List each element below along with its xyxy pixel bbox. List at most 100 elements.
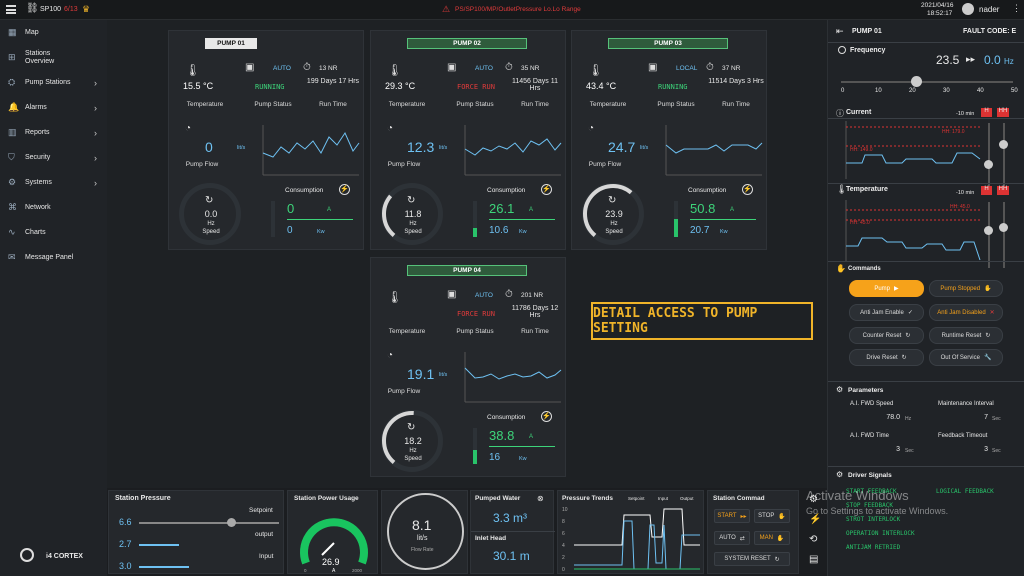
sidebar-item-map[interactable]: ▦ Map (0, 20, 107, 45)
pump-stopped-button[interactable]: Pump Stopped ✋ (929, 280, 1003, 297)
pump-card[interactable]: PUMP 03 🌡 43.4 °C Temperature ▣ LOCAL RU… (571, 30, 767, 250)
setpoint-slider[interactable] (139, 522, 279, 524)
pump-title[interactable]: PUMP 02 (407, 38, 527, 49)
current-slider-hh[interactable] (1003, 123, 1005, 189)
refresh-icon: ↻ (407, 422, 416, 433)
pressure-trends-chart: 10 8 6 4 2 0 (562, 507, 700, 573)
consumption-bar (473, 428, 477, 464)
username[interactable]: nader (979, 5, 1000, 14)
temp-slider-hh-handle[interactable] (999, 223, 1008, 232)
drive-reset-button[interactable]: Drive Reset ↻ (849, 349, 924, 366)
consumption-power-unit: Kw (519, 456, 527, 462)
runtime-value: 11456 Days 11 Hrs (511, 78, 559, 92)
sidebar-item-pump-stations[interactable]: ⛭ Pump Stations › (0, 70, 107, 95)
anti-jam-enable-button[interactable]: Anti Jam Enable ✓ (849, 304, 924, 321)
current-window: -10 min (956, 111, 975, 117)
sidebar-item-network[interactable]: ⌘ Network (0, 195, 107, 220)
consumption-divider (489, 446, 555, 447)
sidebar-item-label: Network (25, 203, 51, 211)
temp-hh-label: HH: 45.0 (950, 204, 970, 210)
sidebar-item-charts[interactable]: ∿ Charts (0, 220, 107, 245)
start-button[interactable]: START ▸▸ (714, 509, 750, 523)
setpoint-slider-handle[interactable] (227, 518, 236, 527)
frequency-tick: 20 (909, 88, 916, 94)
frequency-unit: Hz (1004, 57, 1014, 66)
consumption-power: 20.7 (690, 225, 710, 236)
fault-code: FAULT CODE: E (963, 28, 1017, 35)
pump-card[interactable]: PUMP 01 🌡 15.5 °C Temperature ▣ AUTO RUN… (168, 30, 364, 250)
run-time-label: Run Time (319, 101, 347, 108)
sidebar-item-systems[interactable]: ⚙ Systems › (0, 170, 107, 195)
log-icon[interactable]: ▤ (809, 554, 819, 565)
app-name[interactable]: SP100 (40, 6, 62, 13)
param-fwd-speed-value[interactable]: 78.0 (886, 414, 900, 421)
driver-signal: STROT INTERLOCK (846, 516, 901, 523)
menu-icon[interactable] (6, 5, 16, 14)
chevron-right-icon: › (94, 152, 97, 163)
param-maint-value[interactable]: 7 (984, 414, 988, 421)
sidebar-item-security[interactable]: ⛉ Security › (0, 145, 107, 170)
sidebar-item-label: Pump Stations (25, 78, 71, 86)
param-fwd-speed-label: A.I. FWD Speed (850, 401, 894, 407)
alarm-path[interactable]: PS/SP100/MP/OutletPressure Lo.Lo Range (455, 6, 581, 13)
current-h-label: HH: 149.0 (850, 147, 873, 153)
anti-jam-disabled-button[interactable]: Anti Jam Disabled ✕ (929, 304, 1003, 321)
runtime-value: 11786 Days 12 Hrs (511, 305, 559, 319)
pump-card[interactable]: PUMP 04 🌡 Temperature ▣ AUTO FORCE RUN P… (370, 257, 566, 477)
drive-icon: ▣ (447, 289, 457, 300)
out-of-service-button[interactable]: Out Of Service 🔧 (929, 349, 1003, 366)
consumption-label: Consumption (487, 414, 526, 421)
current-h-button[interactable]: H (981, 108, 992, 117)
pump-card[interactable]: PUMP 02 🌡 29.3 °C Temperature ▣ AUTO FOR… (370, 30, 566, 250)
system-reset-button[interactable]: SYSTEM RESET ↻ (714, 552, 790, 566)
stop-button[interactable]: STOP ✋ (754, 509, 790, 523)
auto-label: AUTO (719, 535, 736, 541)
counter-reset-button[interactable]: Counter Reset ↻ (849, 327, 924, 344)
system-reset-label: SYSTEM RESET (724, 556, 771, 562)
manual-button[interactable]: MAN ✋ (754, 531, 790, 545)
pump-title[interactable]: PUMP 01 (205, 38, 257, 49)
current-slider-h-handle[interactable] (984, 160, 993, 169)
user-icon[interactable] (962, 3, 974, 15)
power-icon[interactable]: ⚡ (809, 514, 822, 525)
logo-text: i4 CORTEX (46, 553, 83, 560)
frequency-tick: 10 (875, 88, 882, 94)
pump-title[interactable]: PUMP 04 (407, 265, 527, 276)
power-icon: ⚡ (742, 184, 753, 195)
sidebar-item-message-panel[interactable]: ✉ Message Panel (0, 245, 107, 270)
run-time-label: Run Time (521, 101, 549, 108)
speed-unit: Hz (409, 448, 417, 454)
temp-slider-hh[interactable] (1003, 202, 1005, 268)
temp-slider-h-handle[interactable] (984, 226, 993, 235)
param-fwd-time-value[interactable]: 3 (896, 446, 900, 453)
more-icon[interactable]: ⋮ (1012, 3, 1021, 13)
parameters-icon: ⚙ (836, 385, 844, 394)
legend-setpoint: Setpoint (628, 496, 645, 501)
back-icon[interactable]: ⇤ (836, 26, 844, 36)
pump-title-text: PUMP 03 (654, 40, 682, 47)
sidebar-item-alarms[interactable]: 🔔 Alarms › (0, 95, 107, 120)
sidebar-item-stations-overview[interactable]: ⊞ Stations Overview (0, 45, 107, 70)
current-slider-h[interactable] (988, 123, 990, 189)
auto-button[interactable]: AUTO ⇄ (714, 531, 750, 545)
runtime-reset-button[interactable]: Runtime Reset ↻ (929, 327, 1003, 344)
temp-slider-h[interactable] (988, 202, 990, 268)
frequency-slider-handle[interactable] (911, 76, 922, 87)
param-feedback-value[interactable]: 3 (984, 446, 988, 453)
sidebar-item-label: Charts (25, 228, 46, 236)
pump-title[interactable]: PUMP 03 (608, 38, 728, 49)
temp-hh-button[interactable]: HH (997, 186, 1009, 195)
temp-h-button[interactable]: H (981, 186, 992, 195)
pump-start-button[interactable]: Pump ▶ (849, 280, 924, 297)
frequency-slider[interactable] (841, 81, 1013, 83)
speed-gauge-arc (583, 184, 643, 244)
temperature-label: Temperature (589, 101, 627, 108)
history-icon[interactable]: ⟲ (809, 534, 818, 545)
current-slider-hh-handle[interactable] (999, 140, 1008, 149)
param-feedback-unit: Sec (992, 448, 1001, 454)
settings-icon[interactable]: ⚙ (809, 494, 818, 505)
current-hh-button[interactable]: HH (997, 108, 1009, 117)
alarm-count[interactable]: 6/13 (64, 6, 78, 13)
consumption-current: 38.8 (489, 428, 515, 443)
sidebar-item-reports[interactable]: ▥ Reports › (0, 120, 107, 145)
